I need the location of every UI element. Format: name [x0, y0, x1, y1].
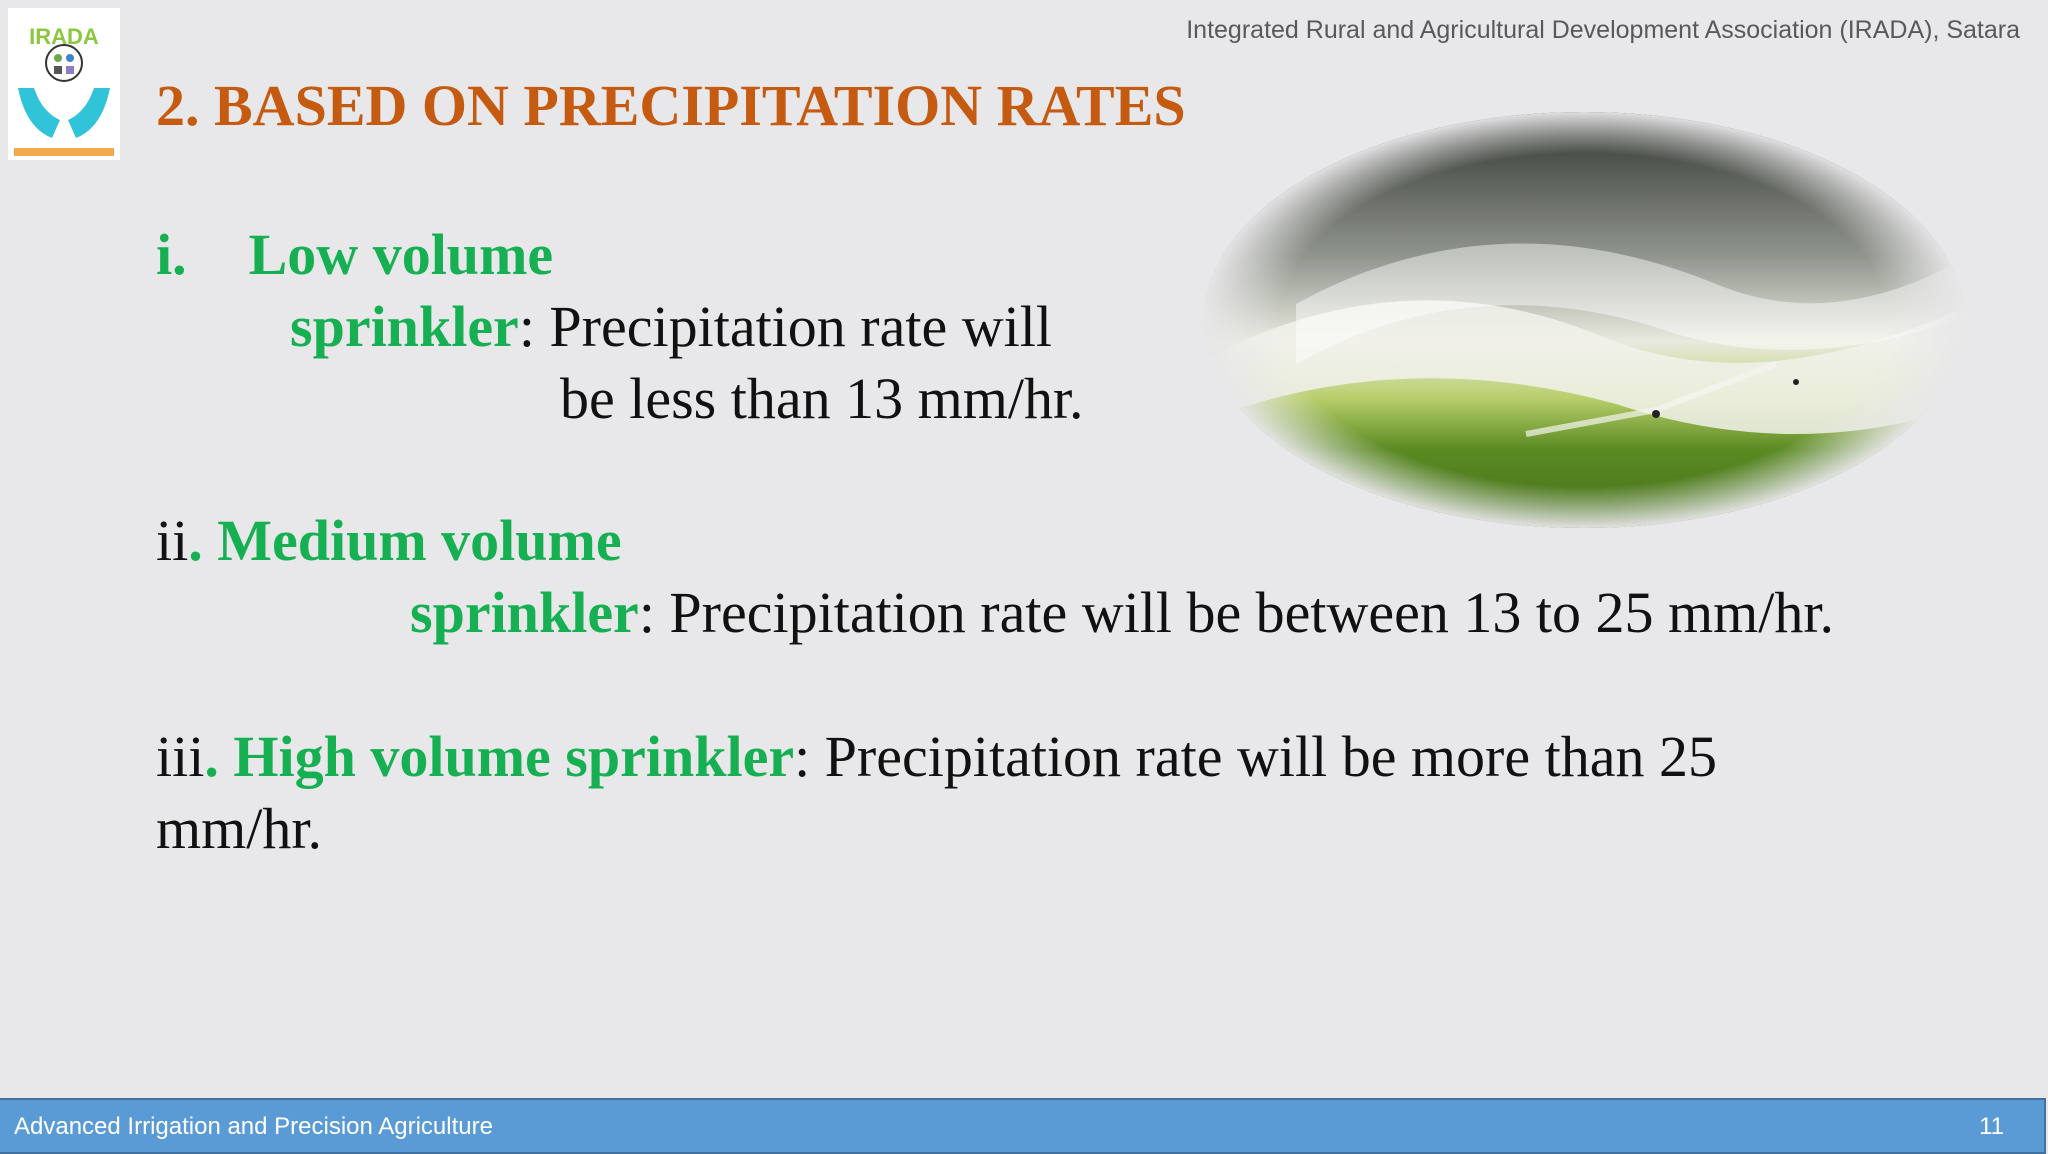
- item-2-line-1: ii. Medium volume: [156, 512, 622, 570]
- organization-name: Integrated Rural and Agricultural Develo…: [1186, 16, 2020, 44]
- footer-bar: Advanced Irrigation and Precision Agricu…: [0, 1098, 2046, 1154]
- item-1-number: i.: [156, 222, 187, 287]
- page-number: 11: [1979, 1113, 2004, 1140]
- item-1-line-3: be less than 13 mm/hr.: [560, 366, 1084, 431]
- item-3-line-1: iii. High volume sprinkler: Precipitatio…: [156, 728, 1717, 786]
- item-3-line-2: mm/hr.: [156, 796, 322, 861]
- item-2-line-2: sprinkler: Precipitation rate will be be…: [410, 584, 1834, 642]
- item-3-number: iii: [156, 724, 205, 789]
- item-1-term-part2: sprinkler: [290, 294, 519, 359]
- sprinkler-photo: [1196, 104, 1972, 536]
- irada-logo: IRADA: [8, 8, 120, 160]
- slide-title: 2. BASED ON PRECIPITATION RATES: [156, 73, 1186, 138]
- item-2-number: ii: [156, 508, 189, 573]
- item-2-desc: : Precipitation rate will be between 13 …: [638, 580, 1834, 645]
- item-1-term-part1: Low volume: [248, 222, 554, 287]
- item-1-desc-part1: : Precipitation rate will: [518, 294, 1052, 359]
- irada-logo-icon: IRADA: [8, 8, 120, 160]
- item-2-term-part1: . Medium volume: [188, 508, 622, 573]
- item-1-line-2: sprinkler: Precipitation rate will: [290, 298, 1052, 356]
- item-1-line-1: i. Low volume: [156, 226, 553, 284]
- footer-text: Advanced Irrigation and Precision Agricu…: [14, 1113, 493, 1140]
- item-2-term-part2: sprinkler: [410, 580, 639, 645]
- item-3-term: . High volume sprinkler: [204, 724, 795, 789]
- item-3-desc-part1: : Precipitation rate will be more than 2…: [794, 724, 1717, 789]
